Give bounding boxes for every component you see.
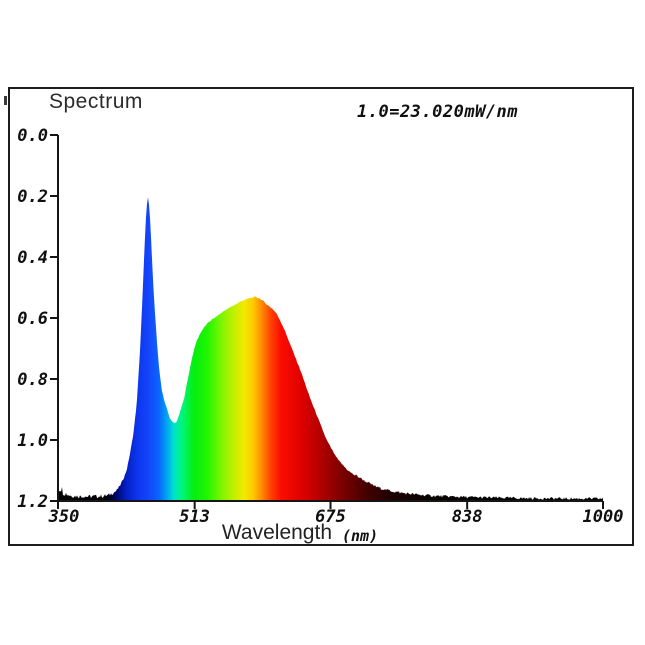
x-tick-label: 675: [315, 507, 346, 527]
y-tick-label: 0.6: [17, 309, 48, 329]
y-tick-label: 1.2: [17, 492, 48, 512]
x-axis-title: Wavelength (nm): [170, 521, 430, 545]
x-axis-title-main: Wavelength: [221, 521, 332, 544]
y-tick-label: 0.2: [17, 187, 48, 207]
y-tick-label: 0.4: [17, 248, 48, 268]
scan-artifact-mark: [4, 96, 7, 105]
y-tick-label: 0.8: [17, 370, 48, 390]
scale-annotation: 1.0=23.020mW/nm: [357, 102, 519, 122]
x-tick-label: 1000: [583, 507, 624, 527]
x-tick-label: 513: [179, 507, 210, 527]
y-tick-label: 1.0: [17, 431, 48, 451]
x-axis-title-unit: (nm): [342, 527, 379, 545]
chart-title: Spectrum: [49, 90, 143, 113]
y-tick-label: 0.0: [17, 126, 48, 146]
x-tick-label: 350: [48, 507, 80, 527]
x-tick-label: 838: [452, 507, 483, 527]
spectrum-area: [58, 197, 603, 502]
